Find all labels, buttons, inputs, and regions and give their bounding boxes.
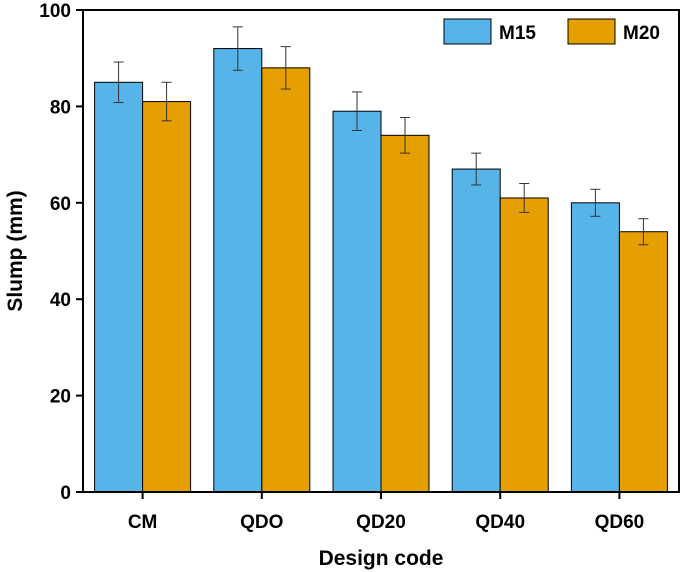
y-tick-label: 20: [50, 387, 71, 408]
y-tick-label: 40: [50, 290, 71, 311]
y-tick-label: 100: [39, 1, 71, 22]
bar-m20-qdo: [261, 67, 311, 493]
y-axis-title: Slump (mm): [4, 190, 27, 311]
x-axis-title: Design code: [319, 547, 444, 570]
x-tick-label: CM: [128, 512, 158, 533]
legend: M15 M20: [443, 18, 660, 45]
x-tick-label: QD20: [356, 512, 406, 533]
bar-m20-qd40: [499, 197, 549, 493]
x-tick-label: QDO: [240, 512, 283, 533]
bar-m20-qd60: [618, 231, 668, 493]
bar-m15-qdo: [213, 48, 263, 493]
bar-m15-qd60: [570, 202, 620, 493]
legend-swatch-m15: [443, 18, 492, 45]
x-tick-label: QD60: [595, 512, 645, 533]
bar-m20-cm: [142, 101, 192, 493]
bar-m15-qd40: [451, 168, 501, 493]
bar-m15-cm: [94, 81, 144, 493]
bar-m15-qd20: [332, 110, 382, 493]
error-bars-layer: [113, 26, 649, 246]
bars-layer: [94, 48, 668, 493]
plot-frame: [82, 9, 680, 493]
legend-label-m20: M20: [623, 23, 660, 44]
y-tick-label: 80: [50, 97, 71, 118]
y-ticks-layer: 0 20 40 60 80 100: [39, 1, 83, 504]
bar-m20-qd20: [380, 134, 430, 493]
y-tick-label: 60: [50, 194, 71, 215]
legend-swatch-m20: [567, 18, 616, 45]
legend-label-m15: M15: [499, 23, 536, 44]
x-tick-label: QD40: [475, 512, 525, 533]
x-ticks-layer: CM QDO QD20 QD40 QD60: [128, 492, 644, 533]
y-tick-label: 0: [60, 483, 71, 504]
